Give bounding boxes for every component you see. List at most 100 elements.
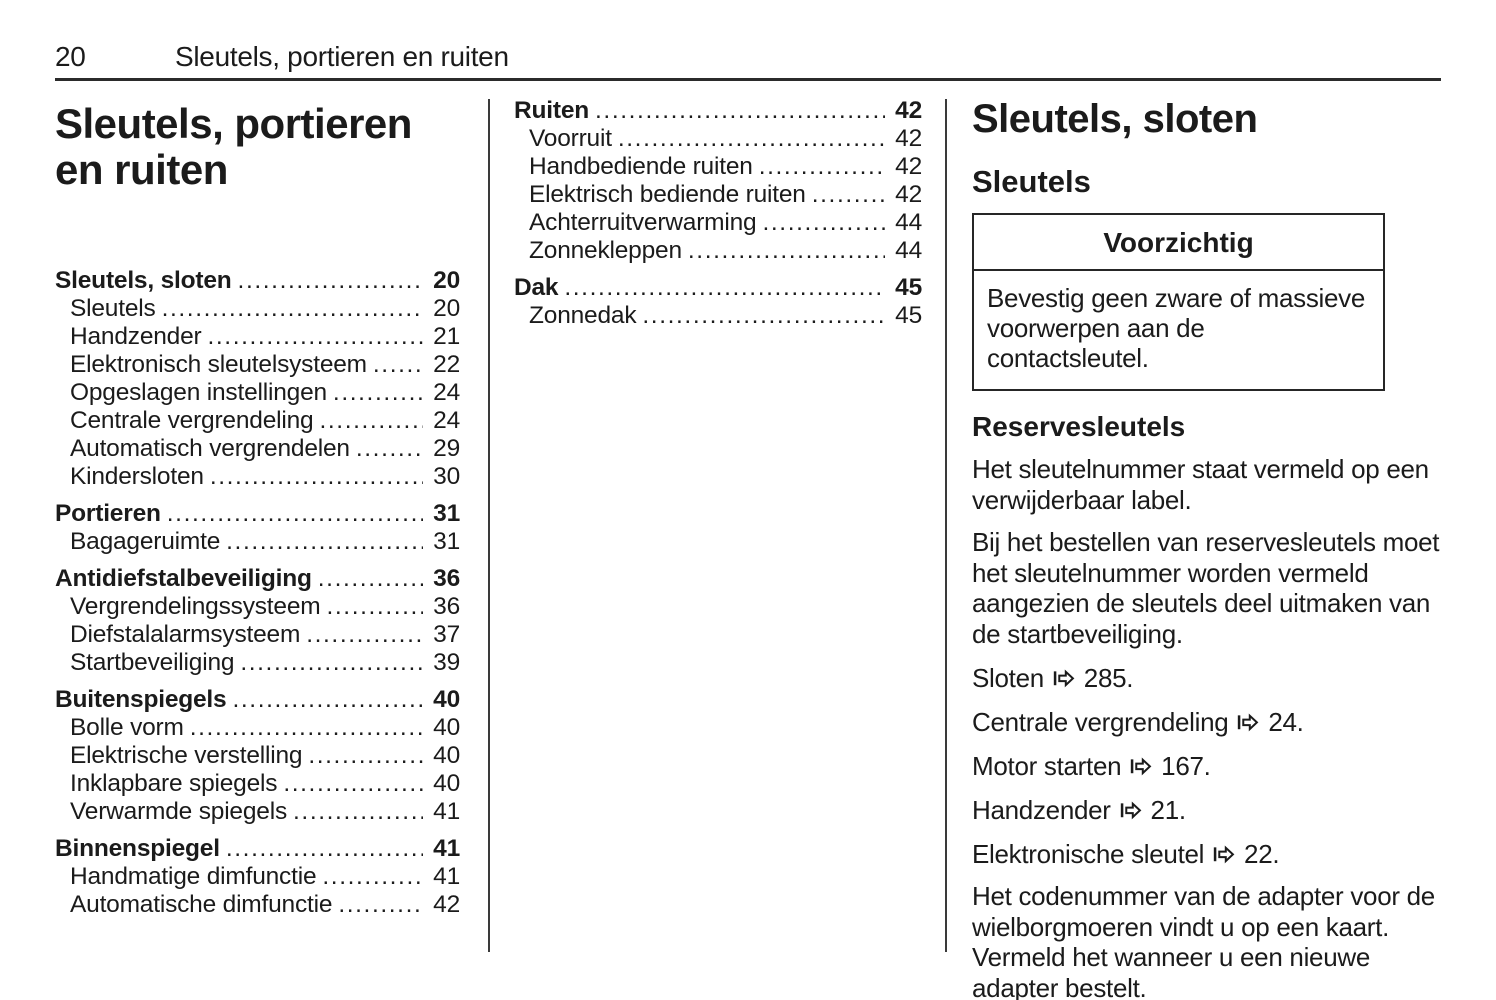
- toc-entry[interactable]: Binnenspiegel 41: [55, 835, 460, 863]
- toc-entry[interactable]: Buitenspiegels 40: [55, 686, 460, 714]
- toc-entry[interactable]: Dak 45: [514, 274, 922, 302]
- toc-entry[interactable]: Bolle vorm 40: [55, 714, 460, 742]
- content-column: Sleutels, sloten Sleutels Voorzichtig Be…: [972, 97, 1442, 1000]
- toc-leader-dots: [190, 714, 423, 742]
- reference-label: Sloten: [972, 663, 1044, 693]
- paragraph: Het sleutelnummer staat vermeld op een v…: [972, 454, 1429, 515]
- toc-entry-label: Inklapbare spiegels: [70, 770, 278, 797]
- toc-leader-dots: [326, 593, 423, 621]
- toc-entry[interactable]: Startbeveiliging 39: [55, 649, 460, 677]
- toc-column-left: Sleutels, portieren en ruiten Sleutels, …: [55, 97, 460, 919]
- page-reference-arrow-icon: [1238, 713, 1259, 732]
- toc-entry[interactable]: Handmatige dimfunctie 41: [55, 863, 460, 891]
- toc-entry-label: Buitenspiegels: [55, 686, 227, 713]
- table-of-contents-left: Sleutels, sloten 20 Sleutels 20 Handzend…: [55, 267, 460, 919]
- toc-entry-label: Centrale vergrendeling: [70, 407, 314, 434]
- toc-leader-dots: [226, 835, 423, 863]
- toc-entry[interactable]: Sleutels 20: [55, 295, 460, 323]
- toc-entry-label: Handbediende ruiten: [529, 153, 753, 180]
- toc-page-number: 40: [433, 714, 460, 741]
- toc-leader-dots: [162, 295, 423, 323]
- toc-entry[interactable]: Kindersloten 30: [55, 463, 460, 491]
- toc-entry[interactable]: Automatisch vergrendelen 29: [55, 435, 460, 463]
- toc-entry[interactable]: Zonnedak 45: [514, 302, 922, 330]
- toc-entry-label: Antidiefstalbeveiliging: [55, 565, 312, 592]
- toc-leader-dots: [373, 351, 423, 379]
- toc-entry[interactable]: Portieren 31: [55, 500, 460, 528]
- section-title: Sleutels, sloten: [972, 97, 1258, 141]
- toc-entry-label: Elektrische verstelling: [70, 742, 303, 769]
- toc-entry[interactable]: Handbediende ruiten 42: [514, 153, 922, 181]
- cross-reference-link[interactable]: Centrale vergrendeling 24.: [972, 707, 1442, 737]
- toc-page-number: 37: [433, 621, 460, 648]
- paragraph: Bij het bestellen van reservesleutels mo…: [972, 527, 1440, 649]
- toc-page-number: 41: [433, 835, 460, 862]
- toc-entry[interactable]: Voorruit 42: [514, 125, 922, 153]
- toc-entry[interactable]: Automatische dimfunctie 42: [55, 891, 460, 919]
- toc-entry-label: Sleutels, sloten: [55, 267, 232, 294]
- toc-entry[interactable]: Antidiefstalbeveiliging 36: [55, 565, 460, 593]
- toc-entry-label: Elektrisch bediende ruiten: [529, 181, 806, 208]
- reference-label: Elektronische sleutel: [972, 839, 1205, 869]
- toc-page-number: 36: [433, 593, 460, 620]
- toc-entry-label: Zonnedak: [529, 302, 637, 329]
- toc-leader-dots: [688, 237, 885, 265]
- cross-reference-link[interactable]: Elektronische sleutel 22.: [972, 839, 1442, 869]
- toc-leader-dots: [318, 565, 423, 593]
- toc-leader-dots: [232, 686, 423, 714]
- toc-page-number: 40: [433, 770, 460, 797]
- toc-page-number: 40: [433, 742, 460, 769]
- toc-entry[interactable]: Bagageruimte 31: [55, 528, 460, 556]
- toc-page-number: 41: [433, 863, 460, 890]
- reference-page: 22.: [1244, 839, 1280, 869]
- toc-entry[interactable]: Achterruitverwarming 44: [514, 209, 922, 237]
- cross-reference-link[interactable]: Sloten 285.: [972, 663, 1442, 693]
- toc-entry[interactable]: Inklapbare spiegels 40: [55, 770, 460, 798]
- toc-leader-dots: [338, 891, 423, 919]
- toc-page-number: 20: [433, 295, 460, 322]
- toc-entry[interactable]: Elektrische verstelling 40: [55, 742, 460, 770]
- page-title: Sleutels, portieren en ruiten: [55, 100, 412, 193]
- page-number: 20: [55, 41, 86, 72]
- toc-entry[interactable]: Zonnekleppen 44: [514, 237, 922, 265]
- toc-page-number: 39: [433, 649, 460, 676]
- toc-entry[interactable]: Opgeslagen instellingen 24: [55, 379, 460, 407]
- toc-entry[interactable]: Elektrisch bediende ruiten 42: [514, 181, 922, 209]
- toc-entry[interactable]: Sleutels, sloten 20: [55, 267, 460, 295]
- toc-leader-dots: [333, 379, 423, 407]
- toc-entry[interactable]: Vergrendelingssysteem 36: [55, 593, 460, 621]
- toc-page-number: 42: [895, 181, 922, 208]
- toc-leader-dots: [226, 528, 423, 556]
- toc-entry-label: Elektronisch sleutelsysteem: [70, 351, 367, 378]
- toc-entry[interactable]: Diefstalalarmsysteem 37: [55, 621, 460, 649]
- toc-entry-label: Bagageruimte: [70, 528, 221, 555]
- toc-entry-label: Achterruitverwarming: [529, 209, 757, 236]
- toc-page-number: 24: [433, 379, 460, 406]
- toc-entry[interactable]: Centrale vergrendeling 24: [55, 407, 460, 435]
- toc-page-number: 21: [433, 323, 460, 350]
- cross-reference-link[interactable]: Handzender 21.: [972, 795, 1442, 825]
- toc-entry-label: Ruiten: [514, 97, 590, 124]
- toc-entry-label: Diefstalalarmsysteem: [70, 621, 301, 648]
- toc-leader-dots: [618, 125, 885, 153]
- cross-reference-link[interactable]: Motor starten 167.: [972, 751, 1442, 781]
- toc-leader-dots: [356, 435, 423, 463]
- toc-entry[interactable]: Handzender 21: [55, 323, 460, 351]
- reference-page: 21.: [1150, 795, 1187, 825]
- column-divider: [945, 99, 947, 952]
- toc-leader-dots: [812, 181, 885, 209]
- toc-entry-label: Startbeveiliging: [70, 649, 235, 676]
- toc-page-number: 42: [895, 153, 922, 180]
- subsection-title: Sleutels: [972, 164, 1091, 199]
- toc-entry[interactable]: Ruiten 42: [514, 97, 922, 125]
- toc-page-number: 20: [433, 267, 460, 294]
- cross-reference-list: Sloten 285. Centrale vergrendeling 24. M…: [972, 663, 1442, 869]
- toc-entry-label: Kindersloten: [70, 463, 204, 490]
- toc-entry-label: Dak: [514, 274, 559, 301]
- reference-label: Motor starten: [972, 751, 1122, 781]
- toc-leader-dots: [762, 209, 885, 237]
- toc-page-number: 31: [433, 500, 460, 527]
- toc-entry[interactable]: Verwarmde spiegels 41: [55, 798, 460, 826]
- toc-entry[interactable]: Elektronisch sleutelsysteem 22: [55, 351, 460, 379]
